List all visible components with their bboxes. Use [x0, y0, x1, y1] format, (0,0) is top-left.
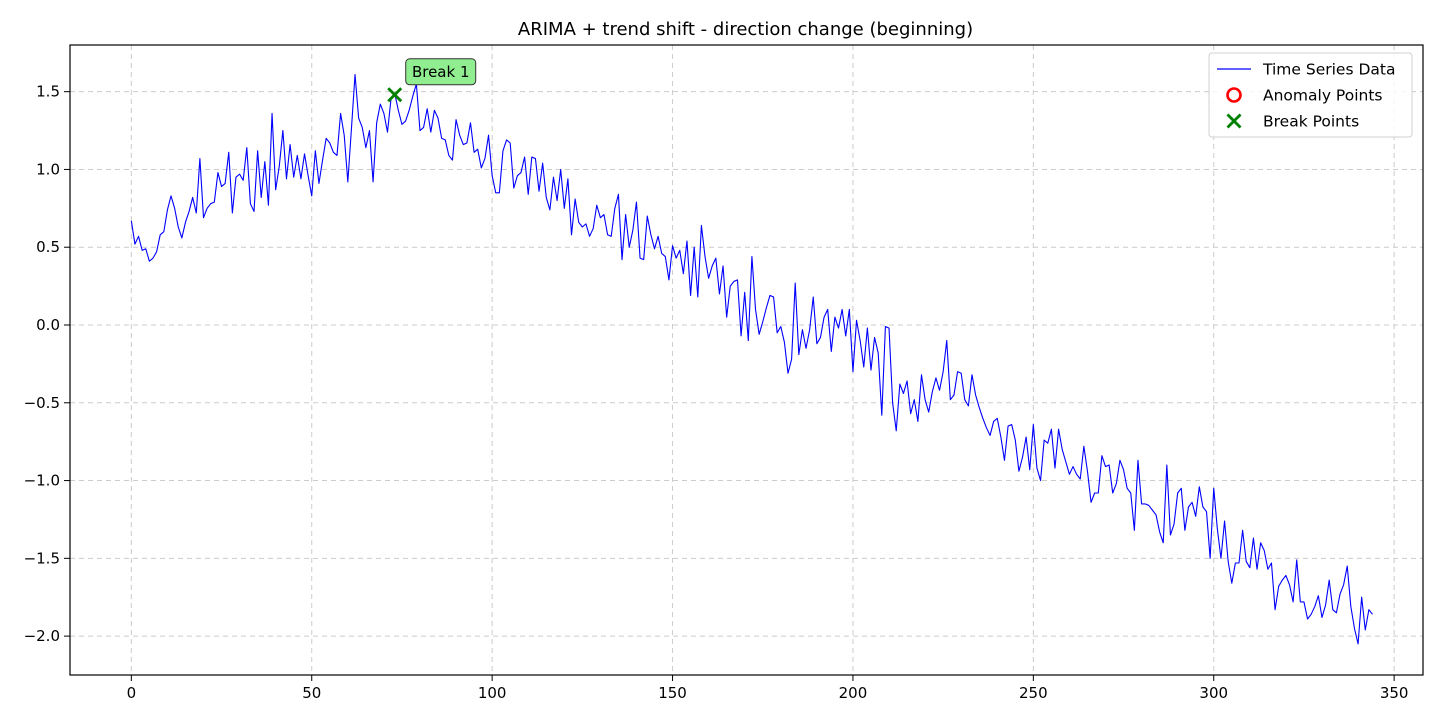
marker-layer: [387, 87, 403, 103]
y-tick-label: 0.5: [36, 238, 60, 256]
y-tick-label: −0.5: [24, 394, 60, 412]
y-tick-label: 1.0: [36, 160, 60, 178]
legend-label: Time Series Data: [1262, 61, 1395, 79]
x-tick-label: 0: [127, 684, 137, 702]
x-tick-label: 50: [302, 684, 321, 702]
break-point-marker: [387, 87, 403, 103]
y-tick-label: −1.0: [24, 472, 60, 490]
legend-circle-swatch: [1226, 87, 1242, 103]
x-tick-label: 100: [478, 684, 507, 702]
x-tick-label: 250: [1019, 684, 1048, 702]
legend-x-swatch: [1226, 113, 1242, 129]
plot-frame: [69, 44, 1424, 676]
x-tick-label: 150: [658, 684, 687, 702]
annotation-layer: Break 1: [405, 58, 477, 86]
x-tick-label: 300: [1199, 684, 1228, 702]
x-tick-label: 200: [839, 684, 868, 702]
chart-title: ARIMA + trend shift - direction change (…: [518, 19, 973, 40]
legend-label: Anomaly Points: [1263, 87, 1382, 105]
break-label-text: Break 1: [412, 63, 470, 81]
y-tick-label: −2.0: [24, 627, 60, 645]
break-marker-stroke: [387, 87, 403, 103]
x-tick-label: 350: [1380, 684, 1409, 702]
y-tick-label: 1.5: [36, 83, 60, 101]
series-layer: [130, 74, 1373, 645]
grid: [70, 45, 1423, 675]
axes: 0 50 100 150 200 250 300 350 1.5 1.0 0.5 0.0 −0.5 −1.…: [24, 83, 1409, 702]
y-tick-label: −1.5: [24, 549, 60, 567]
legend-item: Break Points: [1226, 113, 1359, 131]
legend-item: Anomaly Points: [1226, 87, 1382, 105]
y-tick-label: 0.0: [36, 316, 60, 334]
legend-label: Break Points: [1263, 113, 1359, 131]
legend-box: [1208, 52, 1413, 138]
break-label-box: [405, 58, 477, 86]
legend-item: Time Series Data: [1217, 61, 1395, 79]
legend: Time Series Data Anomaly Points Break Poin…: [1208, 52, 1413, 138]
series-line-0: [130, 74, 1373, 645]
